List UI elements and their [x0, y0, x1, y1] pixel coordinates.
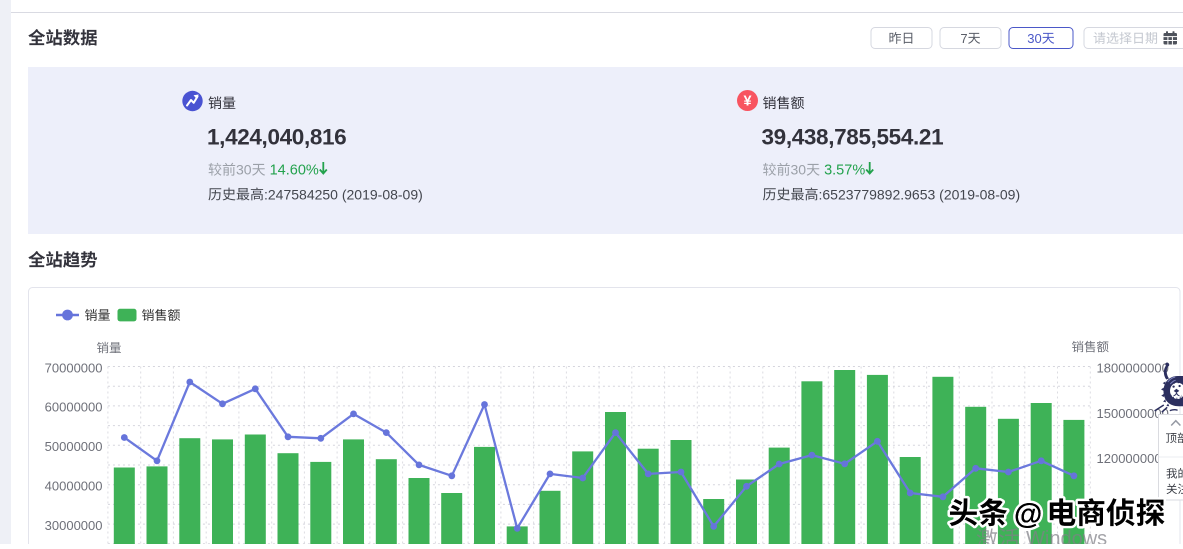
svg-text:14.60%: 14.60%	[270, 163, 319, 179]
svg-text:30: 30	[1027, 31, 1041, 46]
svg-text:60000000: 60000000	[45, 400, 103, 415]
svg-text:1200000000: 1200000000	[1097, 451, 1169, 466]
svg-text:50000000: 50000000	[45, 439, 103, 454]
svg-text:39,438,785,554.21: 39,438,785,554.21	[762, 124, 944, 149]
svg-text:30: 30	[791, 162, 807, 178]
svg-text:1800000000: 1800000000	[1097, 361, 1169, 376]
svg-text:3.57%: 3.57%	[824, 163, 865, 179]
svg-text:30: 30	[236, 162, 252, 178]
svg-text:1,424,040,816: 1,424,040,816	[207, 124, 346, 149]
svg-text:70000000: 70000000	[45, 360, 103, 375]
svg-text:30000000: 30000000	[45, 518, 103, 533]
svg-text::6523779892.9653 (2019-08-09): :6523779892.9653 (2019-08-09)	[819, 186, 1021, 202]
svg-text:¥: ¥	[743, 94, 751, 110]
svg-text:@: @	[1014, 499, 1042, 531]
svg-text:7: 7	[960, 31, 967, 46]
svg-text:40000000: 40000000	[45, 479, 103, 494]
svg-text::247584250 (2019-08-09): :247584250 (2019-08-09)	[264, 186, 423, 202]
